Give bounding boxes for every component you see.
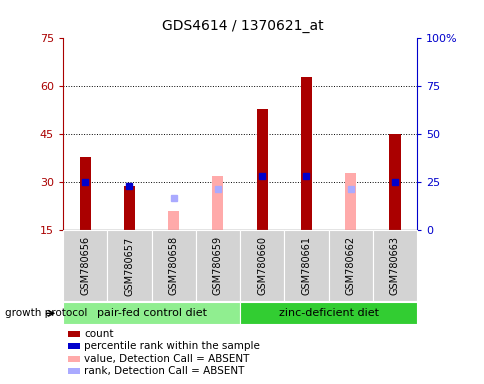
Text: GSM780661: GSM780661 bbox=[301, 237, 311, 295]
Text: GSM780659: GSM780659 bbox=[212, 237, 223, 295]
Bar bbox=[284, 230, 328, 301]
Text: value, Detection Call = ABSENT: value, Detection Call = ABSENT bbox=[84, 354, 249, 364]
Bar bbox=[345, 173, 356, 230]
Text: count: count bbox=[84, 329, 113, 339]
Bar bbox=[68, 356, 80, 362]
Bar bbox=[256, 109, 267, 230]
Bar bbox=[79, 157, 91, 230]
Bar bbox=[151, 230, 196, 301]
Bar bbox=[328, 230, 372, 301]
Bar bbox=[240, 230, 284, 301]
Bar bbox=[168, 211, 179, 230]
Text: growth protocol: growth protocol bbox=[5, 308, 87, 318]
Text: GSM780663: GSM780663 bbox=[389, 237, 399, 295]
Bar bbox=[68, 343, 80, 349]
Text: GSM780656: GSM780656 bbox=[80, 237, 90, 295]
Bar bbox=[63, 302, 240, 324]
Text: rank, Detection Call = ABSENT: rank, Detection Call = ABSENT bbox=[84, 366, 244, 376]
Text: GSM780657: GSM780657 bbox=[124, 236, 134, 296]
Bar bbox=[107, 230, 151, 301]
Text: GSM780660: GSM780660 bbox=[257, 237, 267, 295]
Bar bbox=[68, 331, 80, 337]
Text: percentile rank within the sample: percentile rank within the sample bbox=[84, 341, 259, 351]
Bar bbox=[240, 302, 416, 324]
Bar bbox=[123, 185, 135, 230]
Text: GSM780662: GSM780662 bbox=[345, 237, 355, 295]
Bar bbox=[196, 230, 240, 301]
Text: pair-fed control diet: pair-fed control diet bbox=[96, 308, 206, 318]
Bar bbox=[372, 230, 416, 301]
Text: GSM780658: GSM780658 bbox=[168, 237, 178, 295]
Text: GDS4614 / 1370621_at: GDS4614 / 1370621_at bbox=[161, 19, 323, 33]
Bar bbox=[68, 368, 80, 374]
Bar bbox=[63, 230, 107, 301]
Text: zinc-deficient diet: zinc-deficient diet bbox=[278, 308, 378, 318]
Bar bbox=[300, 77, 311, 230]
Bar bbox=[212, 176, 223, 230]
Bar bbox=[389, 134, 400, 230]
